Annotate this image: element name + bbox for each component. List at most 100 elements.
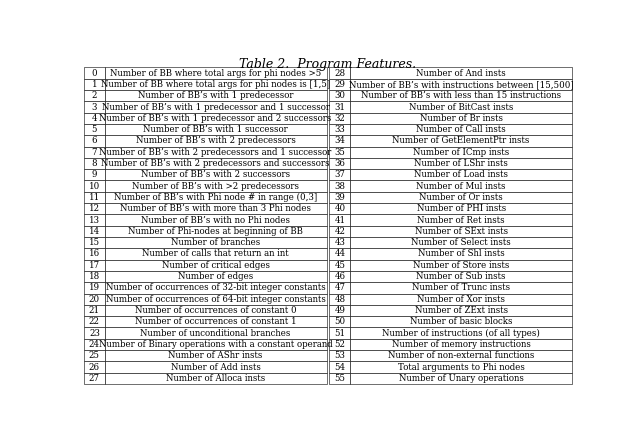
Bar [84,135,105,146]
Bar [330,203,350,215]
Bar [350,249,572,260]
Text: 50: 50 [334,317,346,326]
Bar [105,146,326,158]
Bar [84,158,105,169]
Bar [105,305,326,316]
Bar [84,79,105,90]
Text: 1: 1 [92,80,97,89]
Bar [105,350,326,361]
Text: Number of occurrences of constant 1: Number of occurrences of constant 1 [135,317,296,326]
Text: 47: 47 [335,283,346,293]
Bar [84,146,105,158]
Bar [105,68,326,79]
Text: Number of non-external functions: Number of non-external functions [388,351,534,360]
Text: 14: 14 [89,227,100,236]
Text: 20: 20 [89,295,100,304]
Bar [105,249,326,260]
Text: 51: 51 [334,329,346,337]
Text: 43: 43 [335,238,346,247]
Text: Number of BB’s with 2 predecessors and 1 successor: Number of BB’s with 2 predecessors and 1… [99,148,332,157]
Text: 33: 33 [335,125,345,134]
Bar [105,316,326,327]
Bar [330,305,350,316]
Bar [330,169,350,181]
Bar [350,226,572,237]
Text: Table 2.  Program Features.: Table 2. Program Features. [239,58,417,72]
Text: 28: 28 [334,68,346,78]
Text: Number of ICmp insts: Number of ICmp insts [413,148,509,157]
Bar [105,260,326,271]
Text: Number of BB’s with more than 3 Phi nodes: Number of BB’s with more than 3 Phi node… [120,204,311,213]
Bar [330,350,350,361]
Bar [84,293,105,305]
Text: 25: 25 [89,351,100,360]
Text: 38: 38 [335,182,346,191]
Bar [84,350,105,361]
Text: 31: 31 [335,102,346,112]
Text: 34: 34 [335,136,346,146]
Text: 4: 4 [92,114,97,123]
Bar [350,350,572,361]
Text: Number of edges: Number of edges [178,272,253,281]
Bar [105,203,326,215]
Bar [105,135,326,146]
Bar [350,135,572,146]
Text: Number of BitCast insts: Number of BitCast insts [409,102,513,112]
Text: 3: 3 [92,102,97,112]
Text: Number of branches: Number of branches [171,238,260,247]
Text: 29: 29 [335,80,346,89]
Text: 32: 32 [335,114,346,123]
Bar [330,293,350,305]
Text: 0: 0 [92,68,97,78]
Bar [330,316,350,327]
Text: 8: 8 [92,159,97,168]
Text: Number of LShr insts: Number of LShr insts [414,159,508,168]
Bar [84,373,105,384]
Text: Number of BB where total args for phi nodes is [1,5]: Number of BB where total args for phi no… [101,80,330,89]
Text: Number of Br insts: Number of Br insts [420,114,502,123]
Bar [84,124,105,135]
Bar [350,181,572,192]
Bar [330,146,350,158]
Text: Number of BB’s with instructions between [15,500]: Number of BB’s with instructions between… [349,80,573,89]
Text: 54: 54 [335,363,346,371]
Bar [105,271,326,282]
Bar [330,124,350,135]
Text: Number of BB’s with Phi node # in range (0,3]: Number of BB’s with Phi node # in range … [114,193,317,202]
Bar [350,361,572,373]
Bar [330,135,350,146]
Text: 17: 17 [89,261,100,270]
Bar [105,293,326,305]
Bar [350,339,572,350]
Bar [350,215,572,226]
Bar [84,361,105,373]
Bar [84,271,105,282]
Bar [350,112,572,124]
Bar [105,169,326,181]
Text: Number of BB’s with 1 successor: Number of BB’s with 1 successor [143,125,288,134]
Text: 12: 12 [89,204,100,213]
Bar [330,181,350,192]
Text: Number of BB where total args for phi nodes >5: Number of BB where total args for phi no… [110,68,321,78]
Text: 7: 7 [92,148,97,157]
Bar [330,101,350,112]
Bar [84,101,105,112]
Text: Number of Ret insts: Number of Ret insts [417,215,505,225]
Bar [350,293,572,305]
Bar [350,124,572,135]
Text: Number of instructions (of all types): Number of instructions (of all types) [382,329,540,338]
Text: 36: 36 [335,159,346,168]
Text: Number of critical edges: Number of critical edges [162,261,269,270]
Bar [84,215,105,226]
Text: Number of Load insts: Number of Load insts [414,170,508,179]
Bar [84,260,105,271]
Text: Number of Phi-nodes at beginning of BB: Number of Phi-nodes at beginning of BB [128,227,303,236]
Text: 30: 30 [335,91,346,100]
Bar [84,181,105,192]
Bar [84,68,105,79]
Bar [84,226,105,237]
Text: Number of BB’s with 1 predecessor and 2 successors: Number of BB’s with 1 predecessor and 2 … [99,114,332,123]
Bar [84,90,105,101]
Text: 45: 45 [335,261,346,270]
Bar [350,316,572,327]
